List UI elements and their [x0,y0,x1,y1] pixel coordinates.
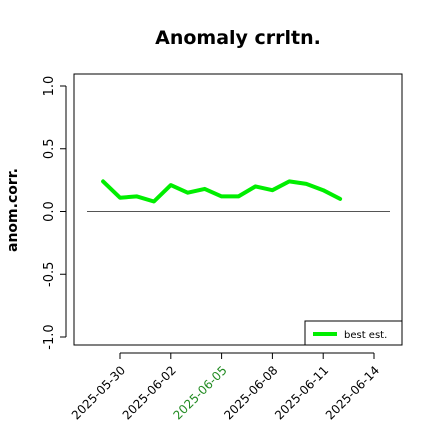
y-tick-label: 1.0 [42,76,57,97]
legend-label-best-est: best est. [344,330,387,341]
x-axis: 2025-05-302025-06-022025-06-052025-06-08… [69,352,382,422]
chart-title: Anomaly crrltn. [155,27,321,49]
y-tick-label: 0.0 [42,201,57,222]
y-tick-label: -0.5 [42,262,57,287]
x-tick-label: 2025-06-08 [221,363,280,422]
y-axis-label: anom.corr. [5,168,21,252]
series-layer [101,179,343,204]
y-axis: -1.0 -0.5 0.0 0.5 1.0 [42,76,67,350]
plot-frame [73,73,403,346]
y-tick-label: 0.5 [42,138,57,159]
x-tick-label: 2025-05-30 [69,363,128,422]
legend: best est. [304,320,403,346]
x-tick-label: 2025-06-05 [171,363,230,422]
x-tick-label: 2025-06-14 [323,363,382,422]
x-tick-label: 2025-06-02 [120,363,179,422]
series-line-0 [101,179,343,204]
y-tick-label: -1.0 [42,324,57,349]
x-tick-label: 2025-06-11 [272,363,331,422]
